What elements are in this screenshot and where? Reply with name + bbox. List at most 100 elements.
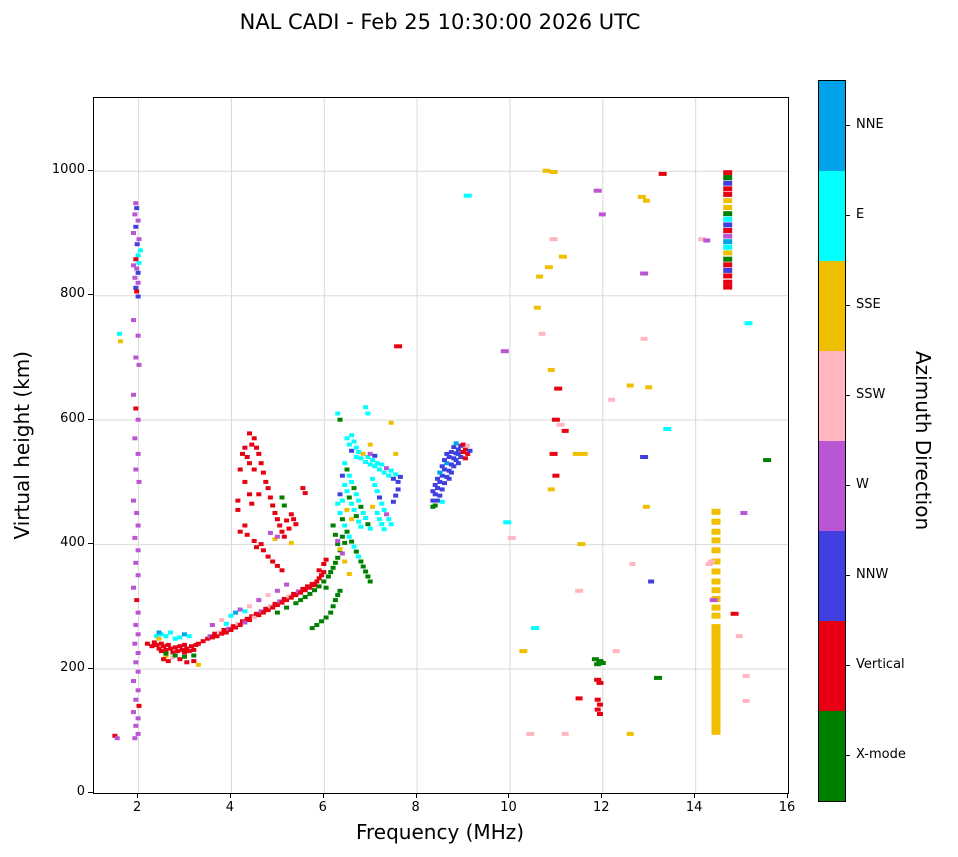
point-X-mode — [591, 657, 599, 662]
point-E — [136, 260, 142, 265]
point-Vertical — [265, 608, 271, 613]
point-SSE — [711, 537, 721, 544]
point-SSW — [640, 336, 648, 341]
colorbar-tick-mark — [846, 485, 850, 486]
colorbar-tick-mark — [846, 215, 850, 216]
x-tick-mark — [229, 793, 231, 798]
point-Vertical — [182, 650, 187, 655]
point-Vertical — [136, 703, 142, 708]
point-E — [339, 498, 345, 503]
point-E — [353, 455, 359, 459]
point-E — [723, 216, 733, 222]
point-Vertical — [279, 600, 285, 605]
colorbar-segment-SSW — [819, 351, 845, 441]
point-W — [133, 355, 139, 360]
colorbar-segment-Vertical — [819, 621, 845, 711]
point-E — [163, 634, 169, 639]
point-Vertical — [263, 479, 269, 484]
point-NNW — [448, 470, 454, 475]
point-Vertical — [154, 642, 160, 647]
point-X-mode — [307, 591, 313, 596]
point-Vertical — [161, 657, 167, 662]
point-Vertical — [281, 534, 287, 539]
point-E — [356, 450, 362, 454]
point-SSE — [626, 731, 634, 736]
point-NNW — [439, 464, 445, 469]
x-tick-mark — [694, 793, 696, 798]
point-E — [135, 253, 141, 258]
colorbar — [818, 80, 846, 802]
point-NNW — [437, 493, 443, 498]
point-X-mode — [358, 504, 364, 509]
point-Vertical — [247, 618, 252, 622]
point-SSW — [575, 588, 584, 593]
point-X-mode — [723, 175, 733, 181]
point-Vertical — [256, 451, 262, 456]
point-NNE — [437, 470, 443, 475]
point-E — [363, 460, 369, 464]
point-Vertical — [177, 644, 183, 649]
point-SSW — [549, 237, 558, 242]
point-W — [237, 607, 243, 612]
point-Vertical — [597, 712, 603, 716]
point-E — [723, 244, 733, 250]
point-E — [363, 516, 369, 520]
point-W — [135, 548, 141, 553]
point-X-mode — [332, 532, 338, 537]
point-NNE — [723, 239, 733, 245]
point-Vertical — [321, 562, 327, 566]
point-W — [131, 318, 136, 323]
colorbar-segment-E — [819, 171, 845, 261]
x-tick-label: 16 — [778, 800, 796, 815]
point-SSW — [608, 397, 616, 402]
point-NNW — [442, 481, 447, 486]
point-E — [358, 524, 364, 529]
point-X-mode — [309, 626, 315, 631]
point-NNW — [430, 489, 436, 494]
point-NNW — [723, 267, 733, 273]
point-SSE — [711, 726, 721, 735]
point-X-mode — [312, 588, 317, 593]
point-W — [135, 632, 141, 637]
point-W — [640, 271, 649, 276]
point-E — [346, 534, 352, 539]
point-Vertical — [460, 442, 466, 447]
point-SSE — [370, 504, 375, 509]
point-E — [744, 321, 753, 326]
point-SSE — [547, 367, 555, 372]
point-Vertical — [314, 579, 320, 584]
point-X-mode — [332, 560, 338, 565]
point-Vertical — [561, 428, 569, 433]
point-Vertical — [265, 554, 271, 559]
point-Vertical — [256, 613, 262, 618]
point-Vertical — [184, 660, 190, 665]
point-E — [335, 411, 341, 416]
point-Vertical — [186, 649, 192, 654]
point-E — [379, 522, 385, 527]
point-SSW — [705, 562, 713, 566]
point-E — [353, 492, 359, 497]
point-Vertical — [161, 644, 167, 649]
x-tick-label: 6 — [318, 800, 327, 815]
colorbar-tick-mark — [846, 755, 850, 756]
y-tick-label: 1000 — [51, 161, 85, 177]
colorbar-segment-NNE — [819, 81, 845, 171]
point-Vertical — [462, 447, 468, 452]
point-W — [131, 679, 136, 683]
y-tick-mark — [88, 667, 93, 669]
plot-area — [93, 97, 789, 794]
point-X-mode — [279, 495, 285, 500]
point-Vertical — [293, 522, 299, 527]
point-SSE — [156, 636, 162, 641]
point-E — [356, 554, 362, 559]
point-NNW — [395, 487, 401, 492]
point-SSW — [465, 443, 471, 448]
point-SSE — [393, 451, 399, 456]
point-SSE — [711, 699, 721, 708]
point-Vertical — [597, 702, 603, 707]
point-Vertical — [300, 486, 306, 491]
point-Vertical — [191, 647, 197, 652]
x-tick-label: 12 — [593, 800, 610, 815]
point-E — [349, 479, 355, 484]
